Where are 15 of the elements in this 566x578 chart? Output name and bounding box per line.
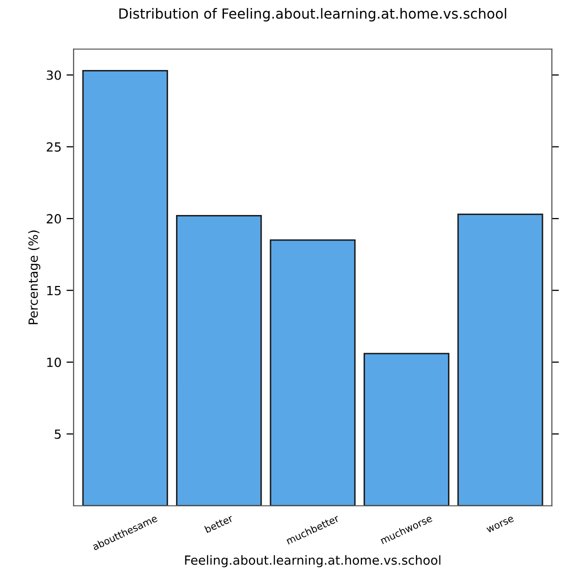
bar [82,70,168,506]
y-axis-title: Percentage (%) [28,230,40,324]
y-tick-label: 10 [47,358,61,368]
y-tick-label: 20 [46,214,61,224]
bar [457,214,544,506]
x-axis-title: Feeling.about.learning.at.home.vs.school [185,555,440,568]
bar [364,352,450,506]
y-tick-label: 25 [46,142,61,152]
y-tick-label: 15 [47,286,61,296]
y-tick-label: 30 [46,70,61,80]
bar [176,215,262,506]
x-tick-label: worse [486,516,514,533]
chart-title: Distribution of Feeling.about.learning.at.home.vs.school [119,8,506,22]
y-tick-label: 5 [54,430,61,439]
bar [270,239,356,506]
